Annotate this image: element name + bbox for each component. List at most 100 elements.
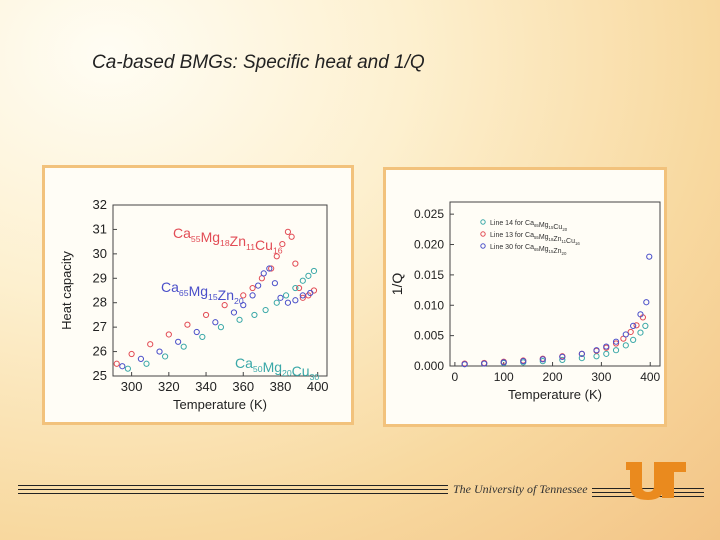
x-tick-label: 320 (158, 379, 180, 394)
y-tick-label: 30 (93, 246, 107, 261)
y-tick-label: 0.015 (414, 268, 444, 282)
data-point (539, 358, 546, 365)
data-point (633, 322, 640, 329)
y-tick-label: 25 (93, 368, 107, 383)
data-point (249, 284, 256, 292)
data-point (199, 333, 206, 341)
legend-marker (480, 231, 486, 237)
data-point (637, 311, 644, 318)
data-point (277, 294, 284, 301)
x-tick-label: 200 (543, 370, 563, 384)
x-tick-label: 300 (591, 370, 611, 384)
data-point (212, 319, 219, 326)
data-point (307, 289, 314, 297)
data-point (310, 267, 318, 275)
data-point (137, 355, 145, 362)
y-tick-label: 28 (93, 295, 107, 310)
data-point (578, 355, 585, 362)
y-axis-label: 1/Q (389, 273, 405, 296)
x-tick-label: 380 (270, 379, 292, 394)
data-point (612, 340, 620, 347)
data-point (156, 348, 163, 355)
data-point (217, 324, 225, 331)
data-point (627, 328, 634, 336)
y-tick-label: 0.020 (414, 238, 444, 252)
data-point (184, 321, 191, 328)
y-tick-label: 26 (93, 344, 107, 359)
specific-heat-chart-panel: 300 320 340 360 380 400 25 26 27 28 29 30 31 32 Temper… (42, 165, 354, 425)
data-point (305, 272, 312, 279)
slide-title: Ca-based BMGs: Specific heat and 1/Q (92, 52, 425, 73)
data-point (630, 336, 637, 343)
data-point (175, 338, 182, 345)
x-tick-label: 300 (121, 379, 143, 394)
data-point (251, 311, 258, 319)
data-point (292, 260, 299, 267)
data-point (255, 282, 262, 289)
annotation-ca65: Ca65Mg15Zn20 (161, 279, 244, 306)
data-point (646, 253, 653, 260)
data-point (622, 342, 629, 349)
data-point (299, 294, 306, 301)
data-point (630, 322, 637, 330)
data-point (299, 292, 306, 299)
footer-rule-left (18, 485, 448, 497)
inverse-q-chart-panel: 0 100 200 300 400 0.000 0.005 0.010 0.015 0.020 0.… (383, 167, 667, 427)
y-axis-label: Heat capacity (59, 251, 74, 330)
plot-frame (449, 201, 661, 367)
data-point (593, 353, 600, 360)
data-point (124, 365, 131, 372)
plot-frame (112, 204, 328, 377)
y-tick-label: 0.025 (414, 207, 444, 221)
data-point (292, 284, 299, 292)
legend-entry: Line 13 for Ca55Mg18Zn11Cu16 (490, 232, 580, 246)
x-axis-label: Temperature (K) (173, 397, 267, 412)
university-name: The University of Tennessee (453, 482, 588, 496)
x-tick-label: 0 (452, 370, 459, 384)
data-point (143, 360, 150, 367)
legend-marker (480, 219, 486, 225)
data-point (559, 356, 566, 364)
data-point (292, 297, 299, 304)
x-tick-label: 360 (232, 379, 254, 394)
data-point (282, 292, 290, 299)
data-point (260, 270, 267, 277)
data-point (236, 316, 243, 323)
y-tick-label: 29 (93, 270, 107, 285)
data-point (299, 277, 306, 284)
data-point (643, 299, 650, 306)
data-point (240, 302, 247, 309)
y-tick-label: 27 (93, 319, 107, 334)
data-point (622, 331, 629, 338)
x-tick-label: 400 (307, 379, 329, 394)
data-point (268, 265, 275, 272)
data-point (481, 360, 488, 367)
data-point (578, 350, 585, 357)
data-point (295, 284, 303, 292)
data-point (642, 322, 649, 330)
data-point (271, 280, 278, 287)
data-point (162, 353, 169, 360)
x-tick-label: 340 (195, 379, 217, 394)
data-point (147, 341, 154, 348)
x-tick-label: 100 (494, 370, 514, 384)
data-point (284, 228, 292, 235)
data-point (288, 233, 295, 240)
specific-heat-chart: 300 320 340 360 380 400 25 26 27 28 29 30 31 32 Temper… (59, 197, 329, 412)
data-point (279, 240, 286, 248)
data-point (230, 309, 238, 316)
legend-entry: Line 14 for Ca65Mg15Cu20 (490, 220, 568, 232)
data-point (249, 292, 256, 299)
data-point (637, 329, 644, 336)
data-point (273, 253, 280, 260)
data-point (273, 299, 280, 306)
data-point (461, 361, 468, 368)
data-point (266, 265, 273, 272)
data-point (500, 359, 507, 366)
data-point (559, 353, 566, 360)
data-point (612, 347, 620, 354)
y-tick-label: 0.005 (414, 329, 444, 343)
data-point (593, 347, 600, 354)
data-point (113, 360, 120, 367)
data-point (165, 331, 172, 338)
